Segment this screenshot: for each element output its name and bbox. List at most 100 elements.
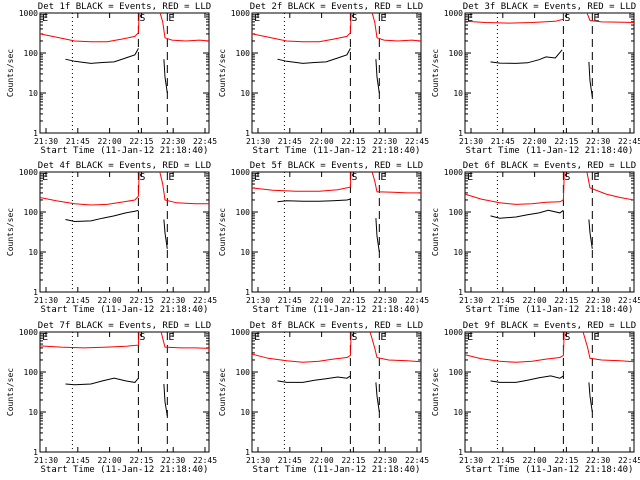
- x-tick-label: 21:30: [34, 456, 58, 465]
- x-tick-label: 22:45: [405, 296, 429, 305]
- plot-frame: [464, 12, 635, 134]
- x-tick-label: 22:45: [193, 456, 217, 465]
- x-tick-label: 22:45: [193, 296, 217, 305]
- x-tick-label: 22:15: [554, 456, 578, 465]
- x-axis-label: Start Time (11-Jan-12 21:18:40): [41, 305, 209, 315]
- y-tick-label: 10: [28, 408, 38, 417]
- det-plot-6: Det 6f BLACK = Events, RED = LLD Counts/s…: [431, 161, 640, 315]
- x-tick-label: 22:00: [98, 137, 122, 146]
- x-axis-label: Start Time (11-Jan-12 21:18:40): [253, 305, 421, 315]
- y-axis-label: Counts/sec: [218, 208, 227, 256]
- x-tick-label: 21:30: [34, 137, 58, 146]
- marker-label-s: S: [139, 172, 145, 183]
- lld-series-line: [465, 13, 634, 24]
- plot-frame: [251, 171, 422, 293]
- y-tick-label: 1: [33, 448, 38, 457]
- x-tick-label: 22:45: [618, 456, 640, 465]
- y-tick-label: 10: [453, 248, 463, 257]
- y-tick-label: 1000: [444, 9, 463, 18]
- y-tick-label: 100: [24, 49, 39, 58]
- x-axis-label: Start Time (11-Jan-12 21:18:40): [466, 146, 634, 156]
- x-axis-label: Start Time (11-Jan-12 21:18:40): [466, 305, 634, 315]
- x-axis-label: Start Time (11-Jan-12 21:18:40): [466, 465, 634, 475]
- x-tick-label: 22:45: [618, 137, 640, 146]
- y-tick-label: 10: [240, 408, 250, 417]
- marker-label-s: S: [139, 332, 145, 343]
- y-axis-label: Counts/sec: [431, 49, 440, 97]
- plot-frame: [251, 331, 422, 453]
- y-tick-label: 100: [236, 49, 251, 58]
- y-tick-label: 1000: [19, 328, 38, 337]
- x-tick-label: 21:30: [459, 296, 483, 305]
- x-tick-label: 21:45: [278, 456, 302, 465]
- marker-label-e: E: [254, 172, 260, 183]
- x-tick-label: 22:30: [161, 456, 185, 465]
- x-tick-label: 22:30: [586, 296, 610, 305]
- x-tick-label: 22:00: [523, 456, 547, 465]
- y-tick-label: 100: [24, 368, 39, 377]
- y-tick-label: 1000: [231, 328, 250, 337]
- plot-title: Det 3f BLACK = Events, RED = LLD: [463, 2, 636, 12]
- y-tick-label: 100: [449, 49, 464, 58]
- events-series-line: [65, 209, 168, 249]
- marker-label-e: E: [168, 332, 174, 343]
- marker-label-e: E: [254, 13, 260, 24]
- x-tick-label: 21:30: [246, 296, 270, 305]
- y-tick-label: 1000: [19, 9, 38, 18]
- x-tick-label: 21:45: [278, 137, 302, 146]
- y-tick-label: 1000: [231, 168, 250, 177]
- events-series-line: [490, 49, 593, 97]
- x-tick-label: 22:45: [193, 137, 217, 146]
- marker-label-e: E: [467, 13, 473, 24]
- events-series-line: [65, 377, 168, 416]
- y-axis-label: Counts/sec: [6, 368, 15, 416]
- marker-label-s: S: [564, 332, 570, 343]
- x-tick-label: 22:30: [161, 296, 185, 305]
- marker-label-e: E: [168, 13, 174, 24]
- marker-label-e: E: [593, 13, 599, 24]
- x-tick-label: 22:15: [341, 456, 365, 465]
- marker-label-s: S: [564, 13, 570, 24]
- y-tick-label: 10: [240, 89, 250, 98]
- x-axis-label: Start Time (11-Jan-12 21:18:40): [41, 146, 209, 156]
- plot-frame: [464, 331, 635, 453]
- y-tick-label: 10: [240, 248, 250, 257]
- x-tick-label: 22:00: [98, 296, 122, 305]
- x-tick-label: 22:30: [161, 137, 185, 146]
- marker-label-e: E: [168, 172, 174, 183]
- det-plot-2: Det 2f BLACK = Events, RED = LLD Counts/s…: [218, 2, 429, 156]
- y-tick-label: 10: [28, 248, 38, 257]
- marker-label-e: E: [467, 332, 473, 343]
- plot-title: Det 5f BLACK = Events, RED = LLD: [250, 161, 423, 171]
- x-tick-label: 22:00: [310, 137, 334, 146]
- plot-frame: [251, 12, 422, 134]
- y-tick-label: 10: [453, 408, 463, 417]
- events-series-line: [65, 48, 168, 94]
- x-tick-label: 21:45: [278, 296, 302, 305]
- x-tick-label: 22:30: [373, 456, 397, 465]
- x-tick-label: 21:45: [66, 456, 90, 465]
- y-tick-label: 1000: [231, 9, 250, 18]
- plot-frame: [464, 171, 635, 293]
- marker-label-s: S: [139, 13, 145, 24]
- y-tick-label: 1: [245, 288, 250, 297]
- marker-label-e: E: [254, 332, 260, 343]
- plot-title: Det 8f BLACK = Events, RED = LLD: [250, 321, 423, 331]
- marker-label-s: S: [564, 172, 570, 183]
- lld-series-line: [40, 13, 209, 43]
- plot-title: Det 4f BLACK = Events, RED = LLD: [38, 161, 211, 171]
- lld-series-line: [252, 13, 421, 43]
- events-series-line: [490, 375, 593, 413]
- y-tick-label: 1000: [444, 328, 463, 337]
- x-tick-label: 21:30: [246, 456, 270, 465]
- marker-label-e: E: [380, 172, 386, 183]
- det-plot-1: Det 1f BLACK = Events, RED = LLD Counts/s…: [6, 2, 217, 156]
- events-series-line: [277, 198, 380, 253]
- x-tick-label: 22:00: [310, 296, 334, 305]
- marker-label-e: E: [42, 332, 48, 343]
- y-axis-label: Counts/sec: [218, 49, 227, 97]
- y-tick-label: 1000: [444, 168, 463, 177]
- y-tick-label: 100: [24, 208, 39, 217]
- marker-label-e: E: [593, 332, 599, 343]
